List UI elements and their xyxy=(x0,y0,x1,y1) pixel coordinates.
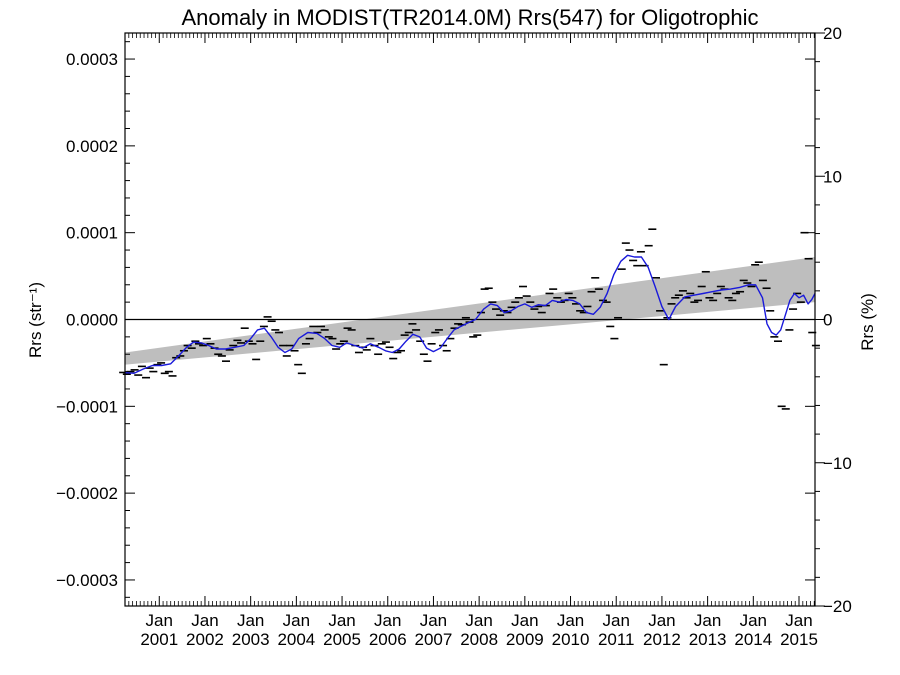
y2-tick-label: −10 xyxy=(823,454,852,473)
x-tick-year-label: 2001 xyxy=(140,630,178,649)
x-tick-month-label: Jan xyxy=(603,611,630,630)
x-tick-year-label: 2003 xyxy=(232,630,270,649)
y-tick-label: −0.0002 xyxy=(56,484,118,503)
smoothed-line-layer xyxy=(124,254,816,374)
x-tick-month-label: Jan xyxy=(191,611,218,630)
x-tick-year-label: 2004 xyxy=(277,630,315,649)
x-tick-year-label: 2013 xyxy=(689,630,727,649)
x-tick-month-label: Jan xyxy=(648,611,675,630)
monthly-markers-layer xyxy=(119,228,820,410)
x-tick-year-label: 2009 xyxy=(506,630,544,649)
x-tick-year-label: 2010 xyxy=(552,630,590,649)
axes-layer: 0.0003 0.0002 0.0001 0.0000 −0.0001 −0.0002 −0… xyxy=(56,24,852,649)
x-tick-month-label: Jan xyxy=(785,611,812,630)
x-tick-month-label: Jan xyxy=(740,611,767,630)
x-tick-year-label: 2005 xyxy=(323,630,361,649)
y2-tick-label: 20 xyxy=(823,24,842,43)
x-tick-month-label: Jan xyxy=(283,611,310,630)
x-tick-month-label: Jan xyxy=(511,611,538,630)
x-tick-month-label: Jan xyxy=(465,611,492,630)
x-tick-year-label: 2007 xyxy=(415,630,453,649)
y-tick-label: 0.0002 xyxy=(66,137,118,156)
y-tick-label: −0.0003 xyxy=(56,571,118,590)
x-tick-year-label: 2011 xyxy=(598,630,635,649)
y2-tick-label: 10 xyxy=(823,167,842,186)
y-tick-label: 0.0003 xyxy=(66,50,118,69)
smoothed-anomaly-line xyxy=(124,254,816,374)
chart-title: Anomaly in MODIST(TR2014.0M) Rrs(547) fo… xyxy=(181,5,758,30)
y2-tick-label: 0 xyxy=(823,311,832,330)
y2-axis-label: Rrs (%) xyxy=(858,293,877,351)
x-tick-month-label: Jan xyxy=(374,611,401,630)
y-tick-label: 0.0000 xyxy=(66,311,118,330)
x-tick-month-label: Jan xyxy=(146,611,173,630)
x-tick-month-label: Jan xyxy=(694,611,721,630)
y-tick-label: −0.0001 xyxy=(56,397,118,416)
x-tick-year-label: 2008 xyxy=(460,630,498,649)
x-tick-year-label: 2015 xyxy=(780,630,818,649)
x-tick-month-label: Jan xyxy=(237,611,264,630)
x-tick-month-label: Jan xyxy=(557,611,584,630)
y2-tick-label: −20 xyxy=(823,597,852,616)
x-tick-month-label: Jan xyxy=(420,611,447,630)
x-tick-year-label: 2002 xyxy=(186,630,224,649)
x-tick-year-label: 2014 xyxy=(734,630,772,649)
trend-confidence-band xyxy=(125,256,815,365)
trend-band-layer xyxy=(125,256,815,365)
y-axis-label: Rrs (str⁻¹) xyxy=(26,282,45,358)
y-tick-label: 0.0001 xyxy=(66,224,118,243)
x-tick-year-label: 2006 xyxy=(369,630,407,649)
x-tick-month-label: Jan xyxy=(328,611,355,630)
x-tick-year-label: 2012 xyxy=(643,630,681,649)
